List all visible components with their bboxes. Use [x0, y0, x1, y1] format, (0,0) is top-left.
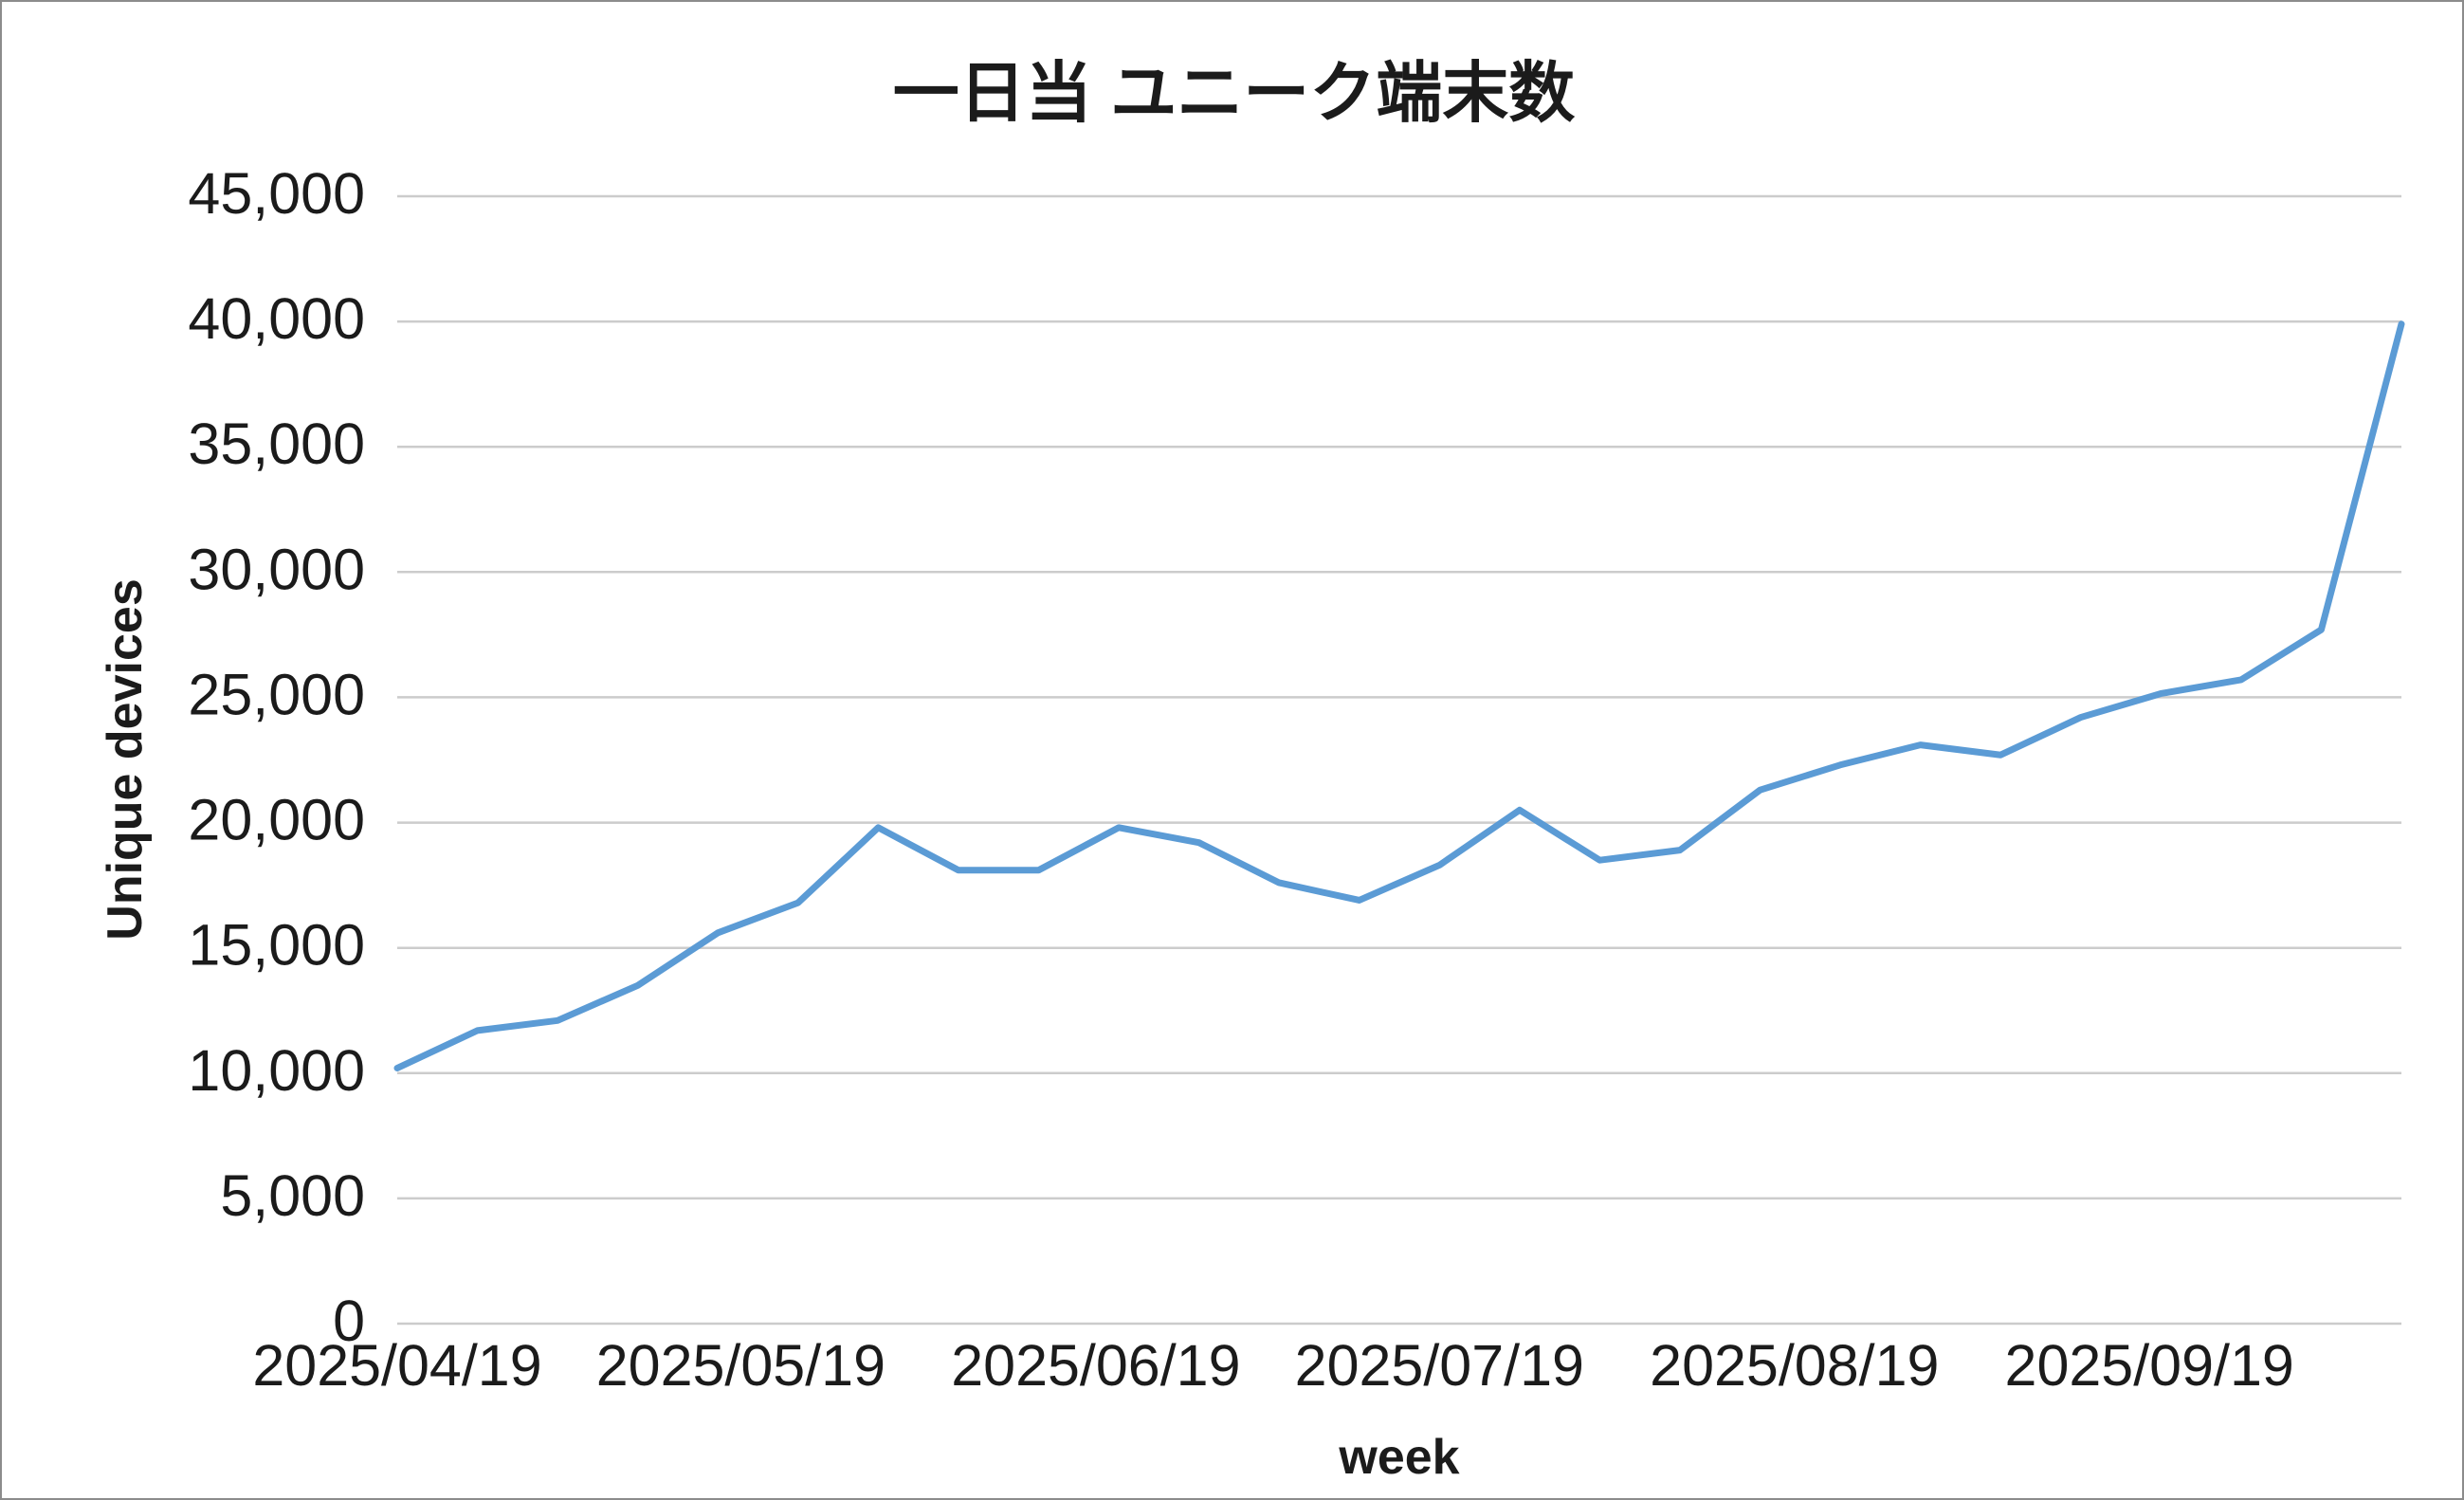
svg-text:2025/08/19: 2025/08/19 — [1650, 1333, 1939, 1398]
svg-text:35,000: 35,000 — [188, 412, 365, 476]
svg-text:40,000: 40,000 — [188, 286, 365, 351]
svg-text:2025/09/19: 2025/09/19 — [2005, 1333, 2294, 1398]
svg-text:2025/07/19: 2025/07/19 — [1295, 1333, 1584, 1398]
svg-text:2025/06/19: 2025/06/19 — [951, 1333, 1240, 1398]
svg-text:20,000: 20,000 — [188, 788, 365, 852]
svg-text:10,000: 10,000 — [188, 1038, 365, 1103]
svg-text:2025/04/19: 2025/04/19 — [252, 1333, 541, 1398]
svg-text:15,000: 15,000 — [188, 913, 365, 978]
svg-text:45,000: 45,000 — [188, 161, 365, 226]
svg-text:5,000: 5,000 — [220, 1163, 365, 1228]
svg-text:30,000: 30,000 — [188, 537, 365, 601]
svg-text:25,000: 25,000 — [188, 662, 365, 726]
svg-text:2025/05/19: 2025/05/19 — [596, 1333, 885, 1398]
